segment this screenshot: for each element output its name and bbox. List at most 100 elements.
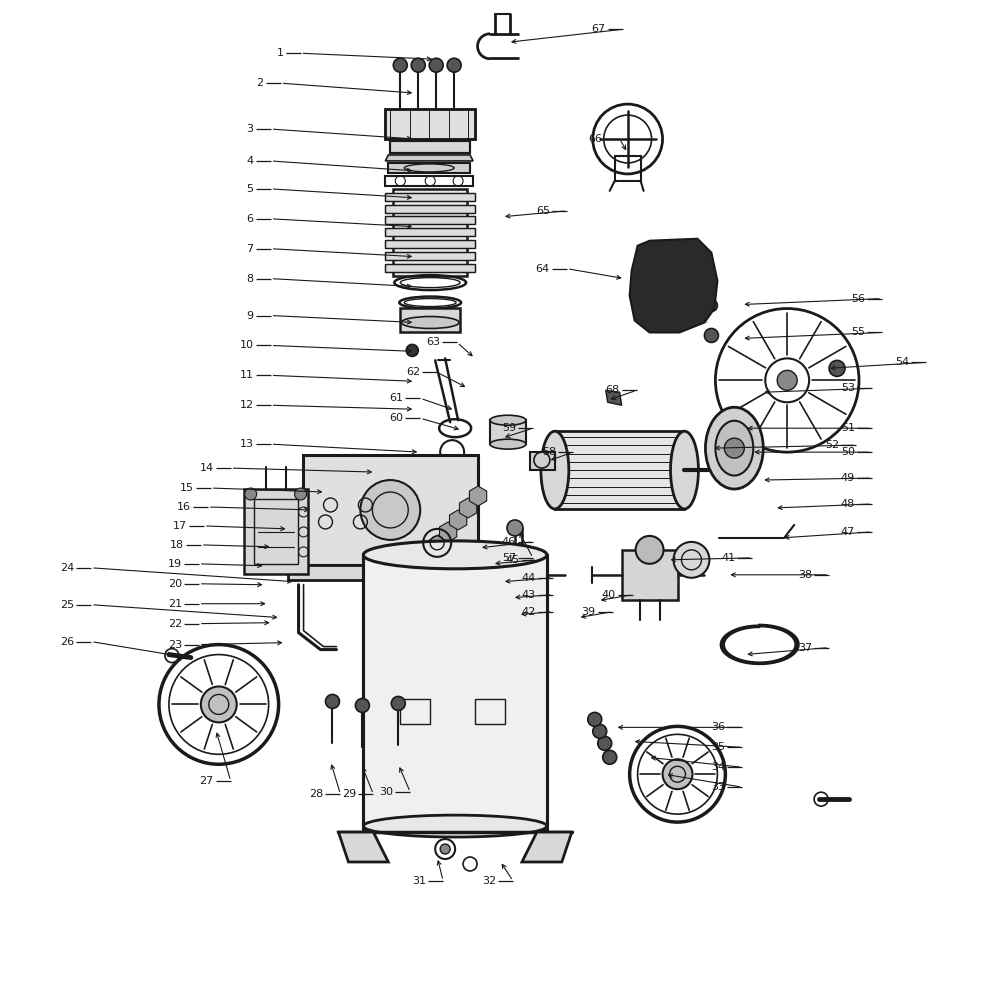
Circle shape	[777, 370, 797, 390]
Circle shape	[663, 759, 692, 789]
Circle shape	[429, 58, 443, 72]
Bar	[385, 264, 475, 272]
Circle shape	[829, 360, 845, 376]
Ellipse shape	[490, 415, 526, 425]
Bar	[490, 420, 526, 444]
Circle shape	[406, 344, 418, 356]
Circle shape	[201, 686, 237, 722]
Bar	[385, 240, 475, 248]
Polygon shape	[440, 522, 457, 542]
Text: 68: 68	[606, 385, 620, 395]
Circle shape	[411, 58, 425, 72]
Bar	[385, 216, 475, 224]
Text: 65: 65	[536, 206, 550, 216]
Text: 60: 60	[389, 413, 403, 423]
Circle shape	[440, 844, 450, 854]
Text: 43: 43	[522, 590, 536, 600]
Circle shape	[603, 750, 617, 764]
Polygon shape	[459, 498, 477, 518]
Bar	[244, 489, 308, 574]
Bar	[385, 193, 475, 201]
Text: 31: 31	[412, 876, 426, 886]
Circle shape	[325, 694, 339, 708]
Text: 9: 9	[247, 311, 254, 321]
Ellipse shape	[541, 431, 569, 509]
Text: 48: 48	[841, 499, 855, 509]
Text: 51: 51	[841, 423, 855, 433]
Circle shape	[391, 696, 405, 710]
Text: 11: 11	[240, 370, 254, 380]
Bar	[295, 565, 317, 577]
Bar	[385, 252, 475, 260]
Bar	[363, 555, 547, 829]
Polygon shape	[338, 832, 388, 862]
Bar	[254, 499, 298, 564]
Bar	[363, 555, 547, 829]
Polygon shape	[522, 832, 572, 862]
Text: 61: 61	[389, 393, 403, 403]
Polygon shape	[630, 239, 717, 332]
Ellipse shape	[671, 431, 698, 509]
Circle shape	[593, 724, 607, 738]
Circle shape	[507, 520, 523, 536]
Text: 19: 19	[168, 559, 182, 569]
Bar	[385, 109, 475, 139]
Text: 49: 49	[841, 473, 855, 483]
Text: 15: 15	[180, 483, 194, 493]
Text: 42: 42	[522, 607, 536, 617]
Bar	[288, 565, 493, 580]
Text: 28: 28	[309, 789, 323, 799]
Ellipse shape	[363, 541, 547, 569]
Bar	[393, 189, 467, 276]
Text: 1: 1	[277, 48, 284, 58]
Bar	[385, 228, 475, 236]
Text: 57: 57	[502, 553, 516, 563]
Polygon shape	[606, 390, 622, 405]
Text: 12: 12	[240, 400, 254, 410]
Text: 56: 56	[851, 294, 865, 304]
Polygon shape	[385, 155, 473, 161]
Text: 37: 37	[798, 643, 812, 653]
Text: 23: 23	[168, 640, 182, 650]
Ellipse shape	[715, 421, 753, 476]
Ellipse shape	[705, 407, 763, 489]
Text: 67: 67	[592, 24, 606, 34]
Text: 45: 45	[506, 555, 520, 565]
Bar	[385, 228, 475, 236]
Ellipse shape	[363, 815, 547, 837]
Text: 54: 54	[895, 357, 909, 367]
Bar	[388, 163, 470, 173]
Text: 20: 20	[168, 579, 182, 589]
Text: 3: 3	[247, 124, 254, 134]
Bar	[622, 550, 678, 600]
Text: 14: 14	[200, 463, 214, 473]
Bar	[385, 176, 473, 186]
Text: 53: 53	[841, 383, 855, 393]
Circle shape	[705, 300, 717, 312]
Ellipse shape	[401, 317, 459, 328]
Text: 59: 59	[502, 423, 516, 433]
Text: 30: 30	[379, 787, 393, 797]
Circle shape	[588, 712, 602, 726]
Circle shape	[598, 736, 612, 750]
Text: 8: 8	[247, 274, 254, 284]
Text: 46: 46	[502, 537, 516, 547]
Polygon shape	[469, 486, 487, 506]
Bar	[385, 109, 475, 139]
Text: 58: 58	[542, 447, 556, 457]
Text: 5: 5	[247, 184, 254, 194]
Circle shape	[355, 698, 369, 712]
Polygon shape	[449, 510, 467, 530]
Bar	[303, 455, 478, 565]
Text: 44: 44	[522, 573, 536, 583]
Polygon shape	[430, 535, 447, 555]
Text: 17: 17	[173, 521, 187, 531]
Text: 47: 47	[841, 527, 855, 537]
Bar	[385, 193, 475, 201]
Bar	[555, 431, 684, 509]
Text: 7: 7	[247, 244, 254, 254]
Bar	[455, 565, 477, 577]
Text: 24: 24	[60, 563, 74, 573]
Bar	[385, 205, 475, 213]
Circle shape	[636, 536, 664, 564]
